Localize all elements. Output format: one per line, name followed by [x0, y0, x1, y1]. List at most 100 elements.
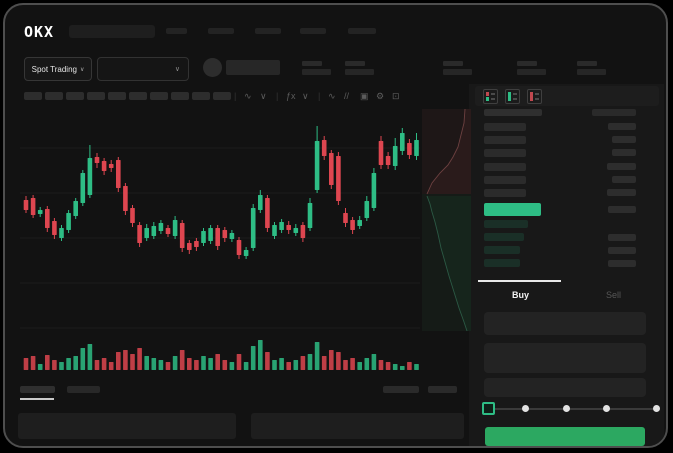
timeframe-button[interactable]: [24, 92, 42, 100]
buy-submit-button[interactable]: [485, 427, 645, 446]
bid-row-amount[interactable]: [608, 260, 636, 267]
candle-body: [52, 221, 57, 235]
chart-type-icon[interactable]: ∿: [244, 91, 252, 101]
timeframe-button[interactable]: [213, 92, 231, 100]
bid-row-amount[interactable]: [608, 234, 636, 241]
ask-row-amount[interactable]: [612, 149, 636, 156]
timeframe-button[interactable]: [108, 92, 126, 100]
candle-body: [243, 250, 249, 256]
okx-logo[interactable]: OKX: [24, 23, 55, 41]
volume-bar: [201, 356, 206, 370]
depth-chart[interactable]: [422, 109, 471, 331]
orderbook-both-view-icon[interactable]: [483, 89, 498, 104]
stat-value-placeholder: [577, 69, 606, 75]
trading-app-window: OKX Spot Trading ∨ ∨ | ∿ ∨ | ƒx ∨ | ∿//▣ ⚙ ⊡ Buy …: [3, 3, 668, 448]
bid-row-price[interactable]: [484, 220, 528, 228]
indicators-icon[interactable]: ƒx: [286, 91, 296, 101]
bottom-right-control[interactable]: [428, 386, 457, 393]
timeframe-button[interactable]: [150, 92, 168, 100]
ask-row-amount[interactable]: [607, 163, 636, 170]
slider-stop-dot[interactable]: [563, 405, 570, 412]
candle-body: [187, 243, 192, 250]
order-form-field[interactable]: [484, 343, 646, 373]
volume-bar: [364, 358, 370, 370]
candle-body: [385, 156, 391, 165]
volume-bar: [371, 354, 377, 370]
candle-body: [400, 133, 405, 151]
pair-selector-dropdown[interactable]: ∨: [97, 57, 189, 81]
ask-row-price[interactable]: [484, 163, 526, 171]
camera-icon[interactable]: ▣: [360, 91, 369, 101]
stat-label-placeholder: [517, 61, 537, 66]
candle-body: [392, 146, 398, 166]
ask-row-price[interactable]: [484, 123, 526, 131]
bottom-tab[interactable]: [67, 386, 100, 393]
volume-bar: [23, 358, 29, 370]
volume-bar: [385, 362, 391, 370]
tab-buy[interactable]: Buy: [511, 290, 529, 300]
stat-value-placeholder: [345, 69, 374, 75]
row-dash: [513, 93, 517, 95]
bottom-panel[interactable]: [18, 413, 236, 439]
market-type-selector[interactable]: Spot Trading ∨: [24, 57, 92, 81]
chevron-down-icon[interactable]: ∨: [260, 91, 267, 101]
slider-stop-dot[interactable]: [603, 405, 610, 412]
order-form-field[interactable]: [484, 312, 646, 335]
orderbook-asks-view-icon[interactable]: [527, 89, 542, 104]
ask-row-amount[interactable]: [607, 189, 636, 196]
ask-row-price[interactable]: [484, 176, 526, 184]
stat-value-placeholder: [517, 69, 546, 75]
candle-body: [229, 233, 235, 239]
bottom-right-control[interactable]: [383, 386, 419, 393]
ask-row-price[interactable]: [484, 136, 526, 144]
candle-body: [371, 173, 377, 208]
fullscreen-icon[interactable]: ⊡: [392, 91, 400, 101]
bid-row-price[interactable]: [484, 246, 520, 254]
last-price-bar[interactable]: [484, 203, 541, 216]
bottom-panel[interactable]: [251, 413, 464, 439]
candle-body: [343, 213, 348, 223]
bid-row-amount[interactable]: [608, 247, 636, 254]
nav-item[interactable]: [300, 28, 326, 34]
candlestick-chart[interactable]: [20, 108, 420, 336]
nav-item[interactable]: [208, 28, 234, 34]
bid-depth-area: [427, 196, 471, 331]
nav-item[interactable]: [255, 28, 281, 34]
orderbook-bids-view-icon[interactable]: [505, 89, 520, 104]
draw-tools-icon[interactable]: //: [344, 91, 350, 101]
settings-gear-icon[interactable]: ⚙: [376, 91, 385, 101]
nav-search-placeholder[interactable]: [69, 25, 155, 38]
timeframe-button[interactable]: [87, 92, 105, 100]
timeframe-button[interactable]: [66, 92, 84, 100]
candle-body: [265, 198, 270, 228]
bottom-tab[interactable]: [20, 386, 55, 393]
amount-slider-track[interactable]: [488, 408, 656, 410]
tab-sell[interactable]: Sell: [605, 290, 621, 300]
amount-slider-handle[interactable]: [482, 402, 495, 415]
orderbook-header-price: [484, 109, 542, 116]
ask-row-price[interactable]: [484, 189, 526, 197]
slider-stop-dot[interactable]: [522, 405, 529, 412]
bid-row-price[interactable]: [484, 233, 524, 241]
nav-item[interactable]: [348, 28, 376, 34]
line-tool-icon[interactable]: ∿: [328, 91, 336, 101]
candle-body: [172, 220, 178, 236]
timeframe-button[interactable]: [171, 92, 189, 100]
active-bottom-tab-indicator: [20, 398, 54, 400]
bid-row-price[interactable]: [484, 259, 520, 267]
candle-body: [321, 140, 327, 156]
slider-stop-dot[interactable]: [653, 405, 660, 412]
timeframe-button[interactable]: [192, 92, 210, 100]
ask-row-price[interactable]: [484, 149, 526, 157]
ask-row-amount[interactable]: [612, 136, 636, 143]
timeframe-button[interactable]: [129, 92, 147, 100]
ask-row-amount[interactable]: [612, 176, 636, 183]
timeframe-button[interactable]: [45, 92, 63, 100]
ask-row-amount[interactable]: [608, 123, 636, 130]
candle-body: [272, 225, 277, 236]
candle-body: [30, 198, 36, 215]
order-form-field[interactable]: [484, 378, 646, 397]
volume-chart[interactable]: [20, 338, 420, 370]
chevron-down-icon[interactable]: ∨: [302, 91, 309, 101]
nav-item[interactable]: [166, 28, 187, 34]
